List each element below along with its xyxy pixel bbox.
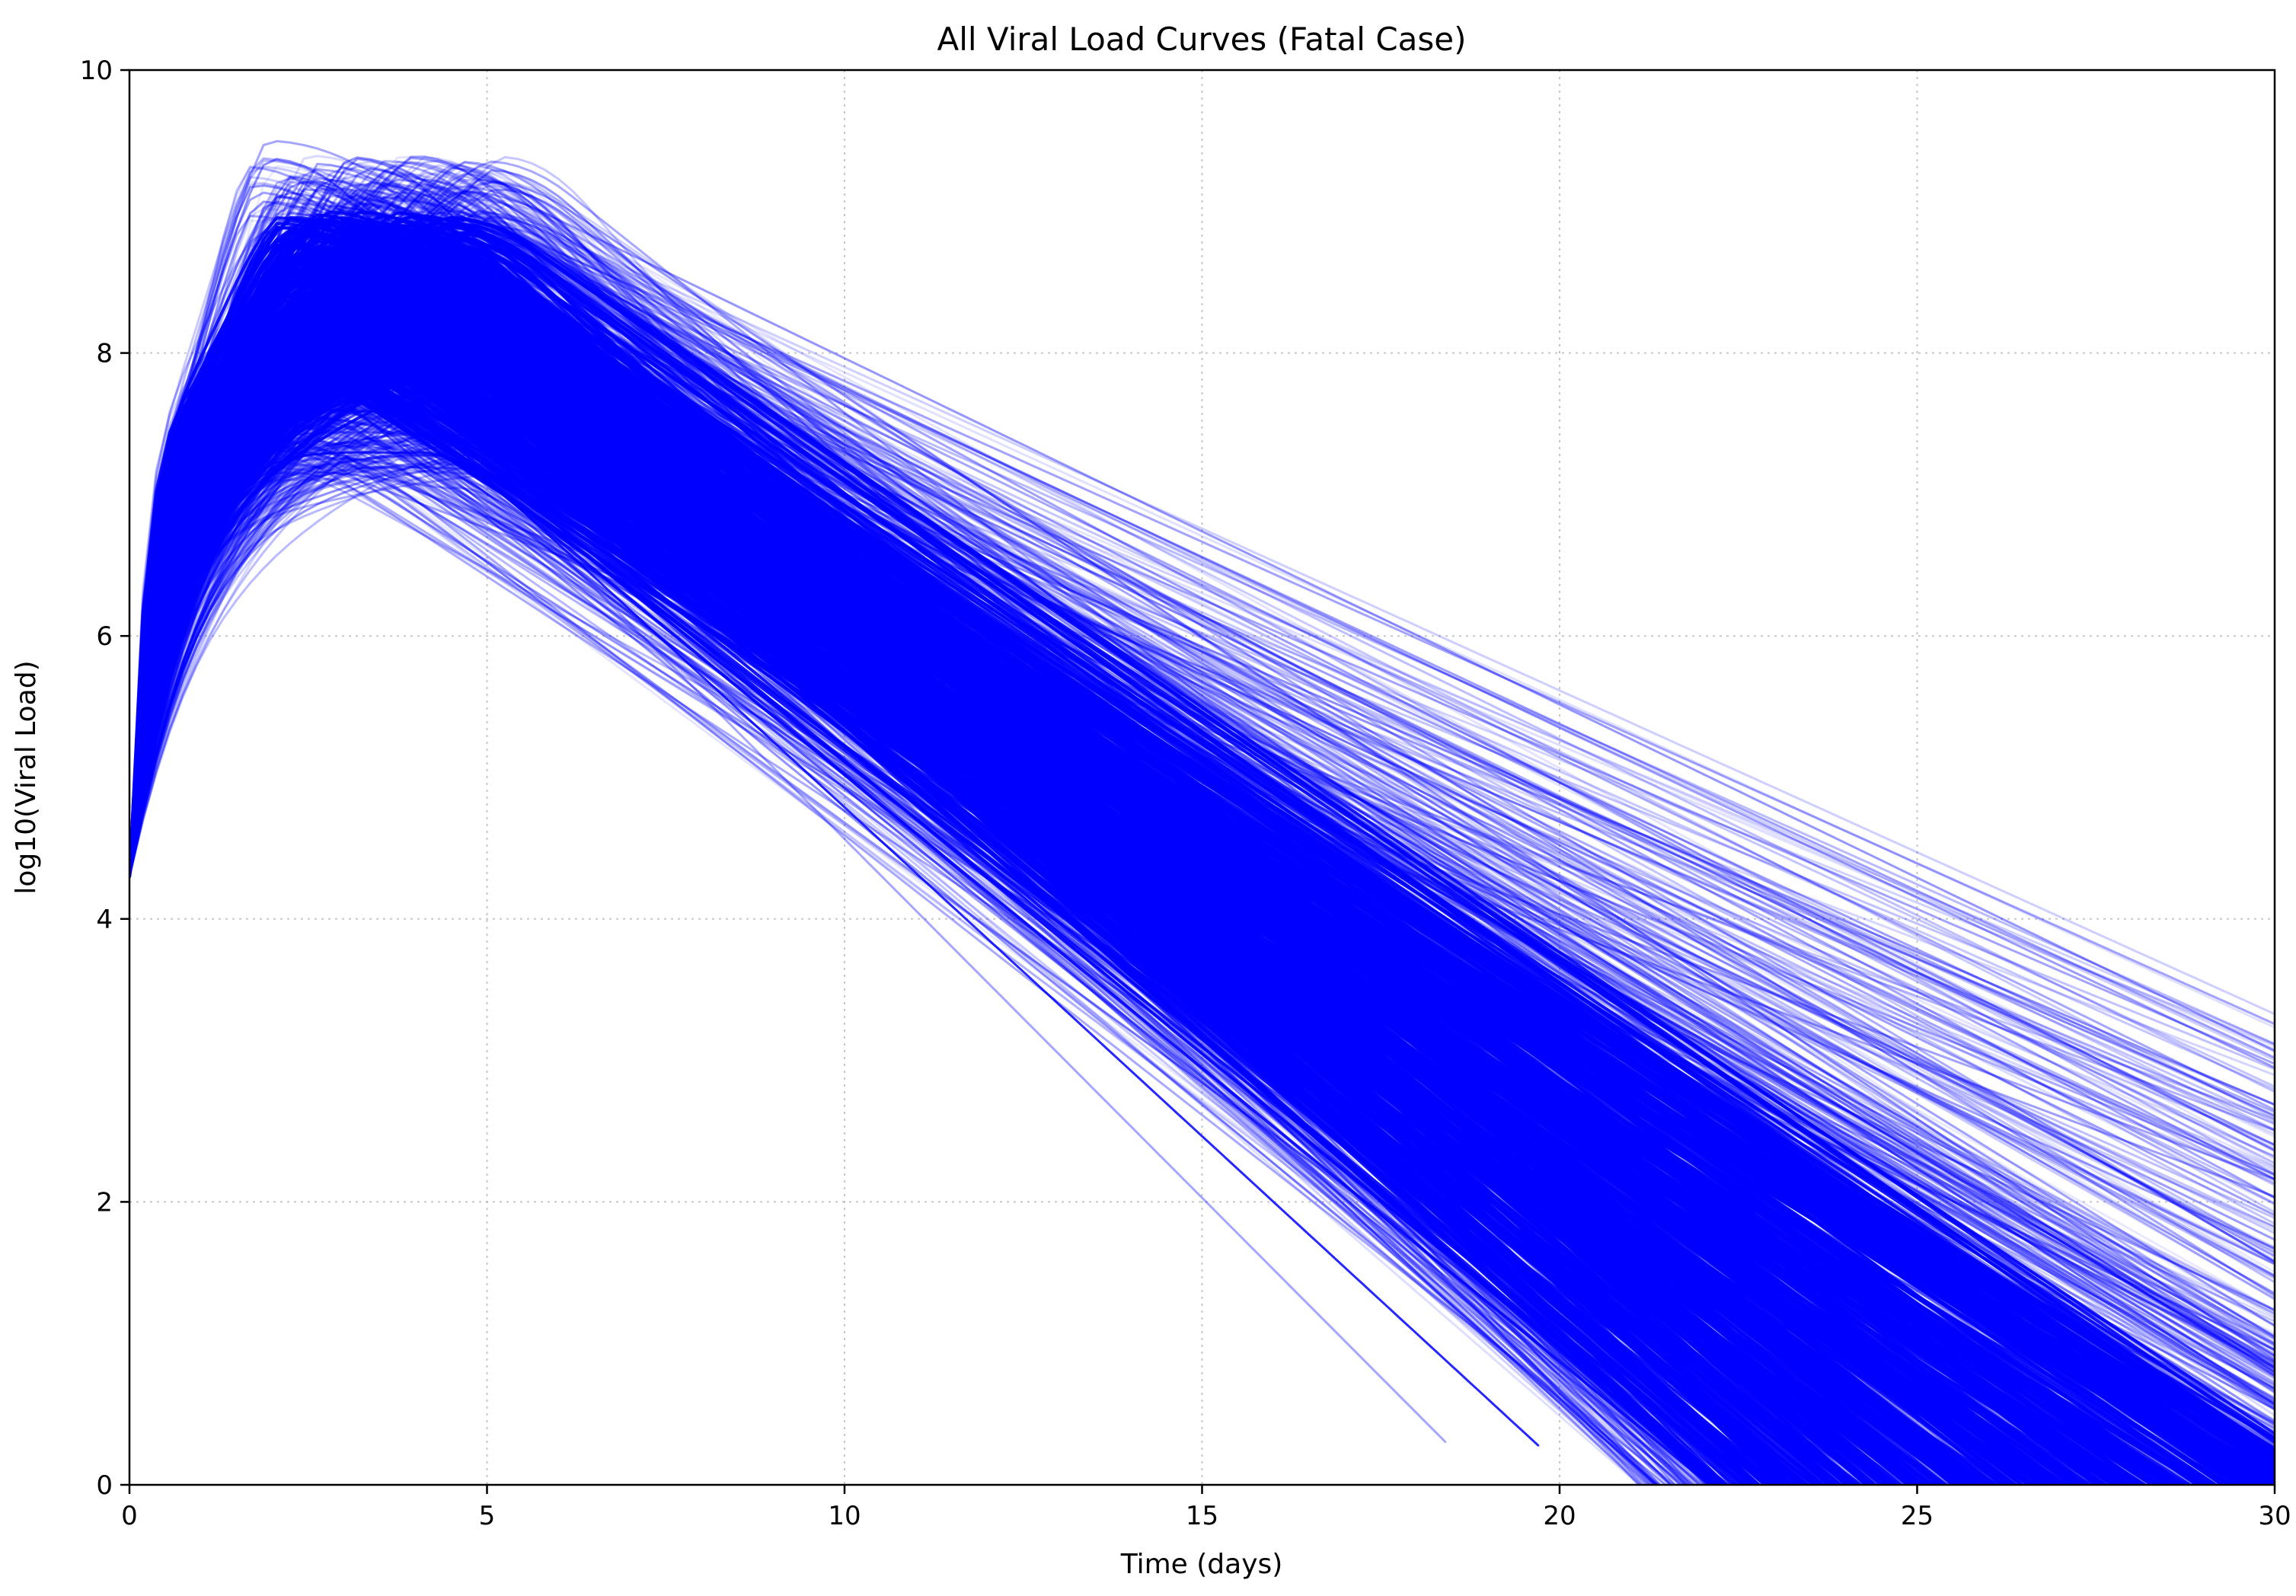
viral-load-curve (129, 462, 1659, 1485)
y-axis-label: log10(Viral Load) (11, 660, 42, 894)
y-tick-label: 10 (80, 56, 113, 86)
viral-load-curve (129, 212, 2275, 1264)
viral-load-curve (129, 169, 2275, 1121)
viral-load-curve (129, 352, 1754, 1485)
viral-load-curve (129, 294, 2256, 1485)
x-tick-label: 15 (1186, 1501, 1218, 1531)
viral-load-curve (129, 205, 2275, 1340)
viral-load-curve (129, 269, 2143, 1485)
x-axis: 0 5 10 15 20 25 30 (121, 1485, 2291, 1531)
viral-load-curve (129, 180, 2275, 1361)
viral-load-curve (129, 222, 2275, 1026)
viral-load-curve-representative (129, 168, 2275, 1181)
x-axis-label: Time (days) (1120, 1549, 1283, 1580)
viral-load-curve (129, 356, 1819, 1485)
viral-load-curve (129, 241, 2183, 1485)
viral-load-curve (129, 174, 2275, 1349)
viral-load-curve (129, 251, 1859, 1485)
viral-load-curve-representative (129, 451, 1540, 1447)
viral-load-curve (129, 215, 2275, 1029)
viral-load-curve (129, 260, 1998, 1485)
viral-load-curve (129, 351, 1687, 1485)
x-tick-label: 20 (1543, 1501, 1576, 1531)
x-tick-label: 30 (2258, 1501, 2291, 1531)
viral-load-curves (129, 139, 2275, 1485)
viral-load-curve (129, 197, 2275, 1459)
viral-load-curve (129, 193, 2275, 1424)
viral-load-curve (129, 185, 2275, 1298)
viral-load-curve (129, 222, 2026, 1485)
x-tick-label: 5 (479, 1501, 496, 1531)
viral-load-curve (129, 156, 2275, 1406)
x-tick-label: 0 (121, 1501, 138, 1531)
y-tick-label: 8 (96, 339, 113, 369)
viral-load-curve (129, 229, 2157, 1485)
viral-load-curve (129, 184, 2275, 1440)
viral-load-curve (129, 208, 2275, 1327)
viral-load-curve (129, 190, 2275, 1016)
viral-load-curve (129, 371, 1759, 1485)
viral-load-curve (129, 391, 1724, 1485)
viral-load-curve (129, 222, 2275, 1457)
viral-load-curve (129, 436, 1650, 1485)
chart-title: All Viral Load Curves (Fatal Case) (937, 21, 1467, 58)
viral-load-curve (129, 361, 1811, 1485)
viral-load-curve (129, 190, 2275, 1167)
viral-load-curve-representative (129, 471, 1447, 1443)
viral-load-curve (129, 178, 2275, 1409)
viral-load-curve (129, 225, 1921, 1485)
viral-load-curve (129, 191, 2275, 1069)
y-axis: 0 2 4 6 8 10 (80, 56, 129, 1501)
viral-load-curve (129, 160, 2275, 1176)
y-tick-label: 6 (96, 621, 113, 652)
viral-load-curve (129, 407, 1661, 1485)
x-tick-label: 25 (1901, 1501, 1934, 1531)
viral-load-curve (129, 181, 2275, 1377)
viral-load-curve (129, 213, 1895, 1485)
x-tick-label: 10 (828, 1501, 861, 1531)
viral-load-curve (129, 323, 1901, 1485)
viral-load-curve-representative (129, 225, 2275, 1374)
viral-load-curve (129, 235, 2034, 1485)
y-tick-label: 0 (96, 1470, 113, 1501)
viral-load-curve-representative (129, 281, 1990, 1455)
viral-load-curve (129, 362, 2275, 1485)
viral-load-curve-representative (129, 139, 2275, 1112)
viral-load-curve (129, 180, 2275, 1371)
viral-load-curve (129, 315, 2064, 1485)
viral-load-curve (129, 171, 2275, 1339)
viral-load-curve (129, 172, 2275, 1391)
viral-load-curve (129, 266, 2251, 1485)
y-tick-label: 4 (96, 905, 113, 935)
viral-load-curve-representative (129, 352, 1669, 1450)
viral-load-curve (129, 407, 1712, 1485)
viral-load-curve (129, 241, 2275, 1485)
viral-load-curve (129, 218, 2275, 1284)
viral-load-curve (129, 378, 1668, 1485)
viral-load-curve (129, 465, 1677, 1485)
viral-load-curve (129, 451, 1725, 1485)
y-tick-label: 2 (96, 1187, 113, 1218)
viral-load-curve (129, 190, 2275, 1052)
viral-load-curve (129, 155, 2275, 1161)
viral-load-curve-representative (129, 182, 2275, 1263)
viral-load-curve (129, 220, 2065, 1485)
viral-load-curve (129, 346, 2186, 1485)
